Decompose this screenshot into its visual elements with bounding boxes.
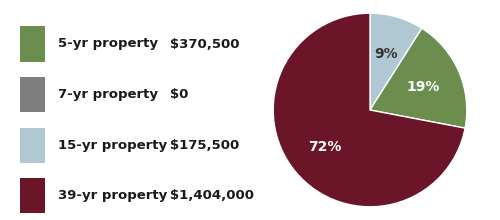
Wedge shape <box>370 13 422 110</box>
Text: 72%: 72% <box>308 140 342 154</box>
Text: 15-yr property: 15-yr property <box>58 139 166 152</box>
Text: 7-yr property: 7-yr property <box>58 88 158 101</box>
Bar <box>20 128 45 163</box>
Text: 5-yr property: 5-yr property <box>58 37 158 51</box>
Text: $1,404,000: $1,404,000 <box>170 189 254 202</box>
Bar <box>20 26 45 62</box>
Text: $0: $0 <box>170 88 188 101</box>
Text: 9%: 9% <box>374 47 398 61</box>
Text: 39-yr property: 39-yr property <box>58 189 167 202</box>
Text: $175,500: $175,500 <box>170 139 239 152</box>
Text: 19%: 19% <box>406 80 440 94</box>
Text: $370,500: $370,500 <box>170 37 239 51</box>
Wedge shape <box>273 13 465 207</box>
Bar <box>20 178 45 213</box>
Bar <box>20 77 45 112</box>
Wedge shape <box>370 28 467 128</box>
